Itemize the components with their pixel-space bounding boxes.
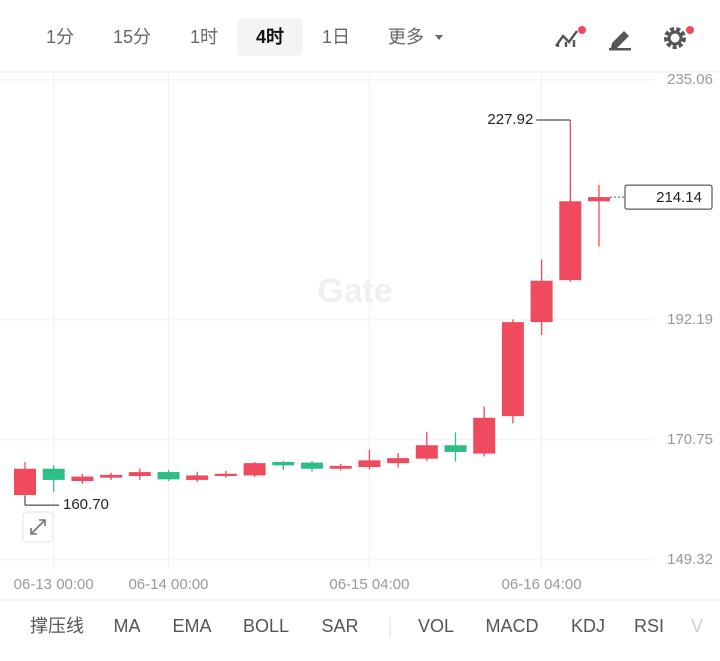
candle-body — [387, 458, 410, 464]
gear — [664, 27, 686, 49]
candle-body — [415, 445, 438, 459]
settings-icon[interactable] — [664, 27, 686, 49]
indicator-tab[interactable]: VOL — [418, 616, 454, 636]
x-tick-label: 06-14 00:00 — [128, 576, 208, 593]
pen — [611, 31, 629, 48]
time-tab[interactable]: 1分 — [46, 27, 74, 47]
candle-body — [358, 460, 381, 468]
candle-body — [473, 417, 496, 454]
y-tick-label: 170.75 — [667, 431, 713, 448]
active-tab-bg — [237, 18, 303, 56]
candle-body — [559, 201, 582, 281]
time-tab[interactable]: 更多 — [388, 27, 424, 47]
indicator-tab[interactable]: MACD — [486, 616, 539, 636]
last-price-label: 214.14 — [656, 189, 702, 206]
icon-line — [555, 30, 578, 47]
candle-body — [14, 468, 36, 496]
indicator-icon[interactable] — [555, 30, 578, 47]
candle-body — [186, 475, 209, 480]
expand-button[interactable] — [22, 511, 54, 543]
time-tab[interactable]: 1时 — [190, 27, 218, 47]
indicator-tab[interactable]: 撑压线 — [30, 616, 84, 636]
candle-body — [42, 468, 65, 480]
badge-dot — [578, 26, 586, 34]
candle-body — [243, 463, 266, 476]
candle-body — [157, 472, 180, 480]
indicator-tab[interactable]: RSI — [634, 616, 664, 636]
indicator-tab[interactable]: MA — [114, 616, 141, 636]
candle-body — [501, 322, 524, 417]
draw-icon[interactable] — [609, 31, 631, 51]
indicator-tab[interactable]: SAR — [321, 616, 358, 636]
y-tick-label: 149.32 — [667, 551, 713, 568]
candle-body — [71, 476, 94, 482]
last-price-box — [624, 184, 713, 210]
indicator-tab[interactable]: KDJ — [571, 616, 605, 636]
candle-body — [329, 465, 352, 469]
candle-body — [530, 280, 553, 323]
candle-body — [444, 445, 467, 452]
expand-arrows — [30, 519, 46, 535]
gear-ring — [667, 30, 683, 46]
time-tab[interactable]: 4时 — [256, 27, 284, 47]
candle-body — [272, 462, 295, 466]
x-tick-label: 06-13 00:00 — [14, 576, 94, 593]
watermark: Gate — [317, 272, 393, 310]
candle-body — [301, 462, 323, 469]
candle-body — [100, 474, 123, 478]
y-tick-label: 192.19 — [667, 311, 713, 328]
candle-body — [128, 472, 151, 476]
high-label: 227.92 — [487, 111, 533, 128]
y-tick-label: 235.06 — [667, 71, 713, 88]
indicator-tab[interactable]: EMA — [172, 616, 211, 636]
candle-body — [214, 473, 237, 476]
dropdown-caret — [435, 35, 443, 40]
x-tick-label: 06-16 04:00 — [502, 576, 582, 593]
pen-base — [609, 48, 631, 51]
indicator-tab[interactable]: V — [691, 616, 703, 636]
candle-body — [588, 197, 610, 202]
x-tick-label: 06-15 04:00 — [329, 576, 409, 593]
time-tab[interactable]: 1日 — [322, 27, 350, 47]
low-label: 160.70 — [63, 496, 109, 513]
badge-dot — [686, 26, 694, 34]
time-tab[interactable]: 15分 — [113, 27, 151, 47]
indicator-tab[interactable]: BOLL — [243, 616, 289, 636]
